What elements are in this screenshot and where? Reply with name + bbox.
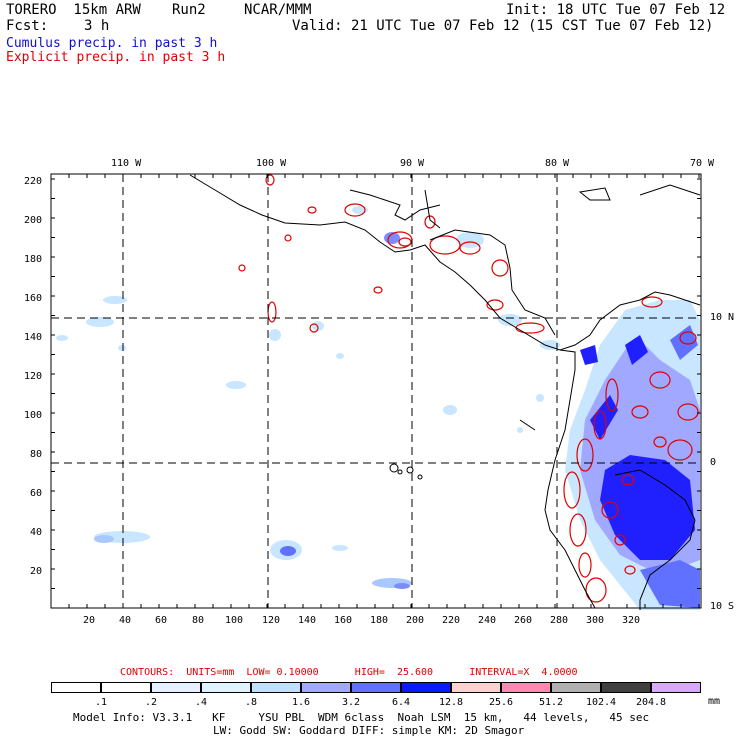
init-time: Init: 18 UTC Tue 07 Feb 12 <box>506 2 726 18</box>
frame-ticks <box>50 174 701 609</box>
grid-x-label: 240 <box>478 615 497 626</box>
colorbar-label: 204.8 <box>635 697 667 708</box>
grid-x-label: 280 <box>550 615 569 626</box>
grid-y-label: 220 <box>24 176 43 187</box>
grid-y-label: 40 <box>30 527 43 538</box>
colorbar-label: 1.6 <box>291 697 311 708</box>
grid-y-label: 60 <box>30 488 43 499</box>
lon-label-100w: 100 W <box>256 158 287 169</box>
colorbar-label: .2 <box>144 697 158 708</box>
model-title: TORERO 15km ARW <box>6 2 141 18</box>
grid-y-label: 80 <box>30 449 43 460</box>
grid-x-label: 100 <box>225 615 244 626</box>
cumulus-precip-shading <box>56 206 700 610</box>
colorbar-cell <box>51 682 101 693</box>
colorbar-cell <box>601 682 651 693</box>
lat-label-0: 0 <box>710 457 717 468</box>
forecast-hours: 3 h <box>84 18 110 34</box>
colorbar-label: 6.4 <box>391 697 411 708</box>
grid-y-label: 180 <box>24 254 43 265</box>
colorbar-label: 51.2 <box>538 697 564 708</box>
legend-explicit: Explicit precip. in past 3 h <box>6 50 226 65</box>
colorbar-cell <box>301 682 351 693</box>
model-info-line2: LW: Godd SW: Goddard DIFF: simple KM: 2D… <box>213 724 525 737</box>
grid-x-label: 160 <box>334 615 353 626</box>
grid-y-label: 200 <box>24 215 43 226</box>
lat-label-10n: 10 N <box>710 312 735 323</box>
colorbar-cell <box>351 682 401 693</box>
colorbar-label: .8 <box>244 697 258 708</box>
colorbar-cell <box>651 682 701 693</box>
grid-x-label: 180 <box>370 615 389 626</box>
grid-x-label: 200 <box>406 615 425 626</box>
run-label: Run2 <box>172 2 206 18</box>
colorbar-cell <box>551 682 601 693</box>
grid-x-label: 40 <box>119 615 132 626</box>
colorbar-label: 3.2 <box>341 697 361 708</box>
grid-x-label: 260 <box>514 615 533 626</box>
center-label: NCAR/MMM <box>244 2 312 18</box>
colorbar-label: 102.4 <box>585 697 617 708</box>
grid-x-label: 320 <box>622 615 641 626</box>
grid-y-label: 100 <box>24 410 43 421</box>
coastlines <box>189 174 701 610</box>
lon-label-80w: 80 W <box>545 158 570 169</box>
grid-y-label: 160 <box>24 293 43 304</box>
lon-label-70w: 70 W <box>690 158 715 169</box>
colorbar-unit: mm <box>708 696 721 707</box>
grid-x-label: 60 <box>155 615 168 626</box>
grid-x-label: 120 <box>262 615 281 626</box>
grid-x-label: 140 <box>298 615 317 626</box>
grid-x-label: 220 <box>442 615 461 626</box>
lon-label-110w: 110 W <box>111 158 142 169</box>
grid-x-label: 300 <box>586 615 605 626</box>
colorbar-cell <box>401 682 451 693</box>
grid-y-label: 20 <box>30 566 43 577</box>
grid-x-label: 80 <box>192 615 205 626</box>
model-info-line1: Model Info: V3.3.1 KF YSU PBL WDM 6class… <box>73 711 650 724</box>
colorbar-cell <box>101 682 151 693</box>
lat-label-10s: 10 S <box>710 601 735 612</box>
colorbar-label: 12.8 <box>438 697 464 708</box>
colorbar-cell <box>451 682 501 693</box>
grid-y-label: 120 <box>24 371 43 382</box>
lon-label-90w: 90 W <box>400 158 425 169</box>
contours-info: CONTOURS: UNITS=mm LOW= 0.10000 HIGH= 25… <box>120 667 578 678</box>
explicit-precip-contours <box>238 174 699 603</box>
valid-time: Valid: 21 UTC Tue 07 Feb 12 (15 CST Tue … <box>292 18 714 34</box>
map-frame <box>50 173 702 609</box>
colorbar-label: .4 <box>194 697 208 708</box>
colorbar-label: 25.6 <box>488 697 514 708</box>
grid-y-label: 140 <box>24 332 43 343</box>
legend-cumulus: Cumulus precip. in past 3 h <box>6 36 218 51</box>
colorbar-cell <box>251 682 301 693</box>
forecast-label: Fcst: <box>6 18 49 34</box>
latlon-grid <box>51 174 701 608</box>
colorbar-cell <box>501 682 551 693</box>
colorbar-cell <box>151 682 201 693</box>
colorbar-label: .1 <box>94 697 108 708</box>
grid-x-label: 20 <box>83 615 96 626</box>
colorbar-cell <box>201 682 251 693</box>
